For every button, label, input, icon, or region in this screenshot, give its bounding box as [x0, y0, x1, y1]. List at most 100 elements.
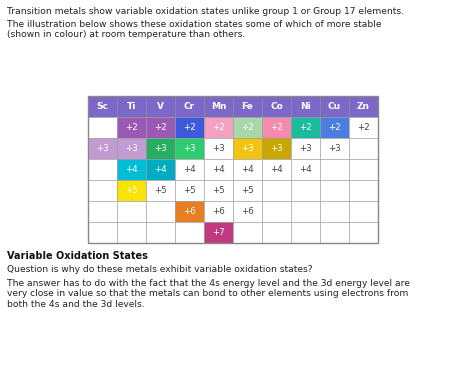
Bar [88, 96, 117, 117]
Text: Variable Oxidation States: Variable Oxidation States [7, 251, 148, 261]
Text: +4: +4 [154, 165, 167, 174]
Bar [146, 96, 175, 117]
Text: Co: Co [270, 102, 283, 111]
Text: +3: +3 [241, 144, 254, 153]
Bar [349, 180, 378, 201]
Bar [146, 222, 175, 243]
Bar [204, 117, 233, 138]
Bar [349, 138, 378, 159]
Bar [204, 138, 233, 159]
Bar [146, 159, 175, 180]
Text: +2: +2 [183, 123, 196, 132]
Text: +4: +4 [299, 165, 312, 174]
Bar [320, 96, 349, 117]
Bar [146, 201, 175, 222]
Bar [262, 180, 291, 201]
Text: +3: +3 [270, 144, 283, 153]
Bar [291, 96, 320, 117]
Text: +2: +2 [270, 123, 283, 132]
Text: Cu: Cu [328, 102, 341, 111]
Text: Sc: Sc [97, 102, 109, 111]
Text: +3: +3 [154, 144, 167, 153]
Bar [117, 96, 146, 117]
Bar [291, 201, 320, 222]
Bar [175, 222, 204, 243]
Bar [88, 117, 117, 138]
Text: +2: +2 [212, 123, 225, 132]
Text: +4: +4 [212, 165, 225, 174]
Bar [204, 96, 233, 117]
Bar [88, 159, 117, 180]
Text: +2: +2 [241, 123, 254, 132]
Bar [262, 222, 291, 243]
Bar [175, 117, 204, 138]
Bar [262, 96, 291, 117]
Bar [117, 138, 146, 159]
Bar [204, 159, 233, 180]
Text: Ti: Ti [127, 102, 136, 111]
Bar [146, 117, 175, 138]
Bar [88, 222, 117, 243]
Bar [204, 201, 233, 222]
Text: Cr: Cr [184, 102, 195, 111]
Bar [320, 222, 349, 243]
Text: Transition metals show variable oxidation states unlike group 1 or Group 17 elem: Transition metals show variable oxidatio… [7, 7, 404, 16]
Bar [233, 180, 262, 201]
Text: +3: +3 [125, 144, 138, 153]
Bar [262, 201, 291, 222]
Bar [88, 138, 117, 159]
Bar [233, 201, 262, 222]
Bar [320, 201, 349, 222]
Text: +5: +5 [154, 186, 167, 195]
Bar [291, 138, 320, 159]
Bar [320, 180, 349, 201]
Text: +5: +5 [183, 186, 196, 195]
Bar [175, 96, 204, 117]
Text: +2: +2 [125, 123, 138, 132]
Bar [320, 117, 349, 138]
Text: +3: +3 [328, 144, 341, 153]
Bar [349, 117, 378, 138]
Bar [117, 201, 146, 222]
Bar [320, 138, 349, 159]
Text: Zn: Zn [357, 102, 370, 111]
Bar [117, 117, 146, 138]
Bar [320, 159, 349, 180]
Text: +4: +4 [183, 165, 196, 174]
Text: Fe: Fe [242, 102, 254, 111]
Bar [291, 180, 320, 201]
Bar [88, 201, 117, 222]
Bar [88, 180, 117, 201]
Bar [204, 222, 233, 243]
Text: +4: +4 [241, 165, 254, 174]
Text: Mn: Mn [211, 102, 226, 111]
Bar [349, 201, 378, 222]
Bar [349, 222, 378, 243]
Text: +5: +5 [241, 186, 254, 195]
Text: +6: +6 [183, 207, 196, 216]
Bar [233, 159, 262, 180]
Text: +4: +4 [125, 165, 138, 174]
Bar [175, 201, 204, 222]
Bar [291, 222, 320, 243]
Bar [88, 96, 378, 243]
Bar [233, 138, 262, 159]
Bar [233, 117, 262, 138]
Bar [175, 159, 204, 180]
Bar [291, 159, 320, 180]
Text: +2: +2 [154, 123, 167, 132]
Bar [262, 117, 291, 138]
Text: +6: +6 [241, 207, 254, 216]
Text: +5: +5 [212, 186, 225, 195]
Text: +5: +5 [125, 186, 138, 195]
Bar [233, 222, 262, 243]
Bar [175, 138, 204, 159]
Bar [291, 117, 320, 138]
Bar [117, 222, 146, 243]
Text: +3: +3 [96, 144, 109, 153]
Text: The illustration below shows these oxidation states some of which of more stable: The illustration below shows these oxida… [7, 20, 382, 39]
Bar [204, 180, 233, 201]
Text: The answer has to do with the fact that the 4s energy level and the 3d energy le: The answer has to do with the fact that … [7, 279, 410, 309]
Text: +3: +3 [299, 144, 312, 153]
Text: V: V [157, 102, 164, 111]
